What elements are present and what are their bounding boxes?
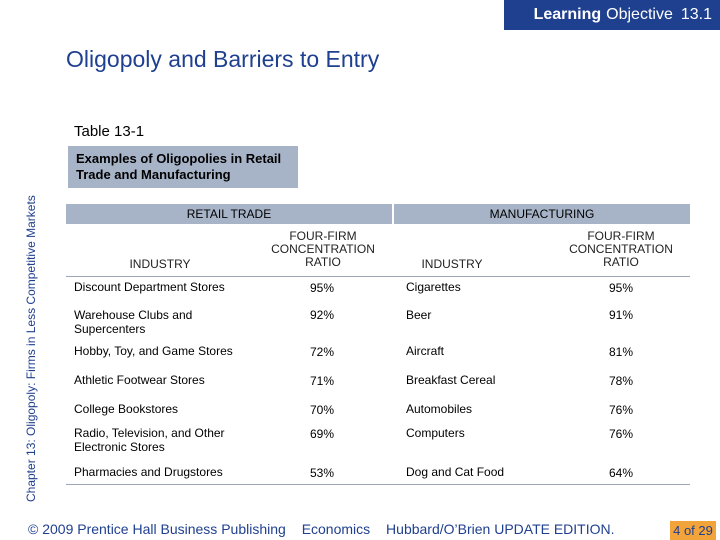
mfg-industry-cell: Dog and Cat Food <box>406 465 505 479</box>
mfg-ratio-cell: 76% <box>609 403 634 417</box>
retail-ratio-cell: 53% <box>310 466 335 480</box>
mfg-industry-cell: Cigarettes <box>406 280 461 294</box>
section-divider <box>392 204 394 224</box>
mfg-ratio-cell: 91% <box>609 308 634 322</box>
mfg-ratio-cell: 95% <box>609 281 634 295</box>
footer-authors: Hubbard/O’Brien UPDATE EDITION. <box>386 521 615 537</box>
footer-copyright: © 2009 Prentice Hall Business Publishing <box>28 521 286 537</box>
retail-industry-cell: Hobby, Toy, and Game Stores <box>74 344 233 358</box>
footer: © 2009 Prentice Hall Business Publishing… <box>28 521 627 537</box>
manufacturing-section-label: MANUFACTURING <box>489 207 595 221</box>
mfg-industry-cell: Computers <box>406 426 465 440</box>
table-label: Table 13-1 <box>74 123 145 140</box>
mfg-industry-cell: Aircraft <box>406 344 445 358</box>
retail-industry-cell: Discount Department Stores <box>74 280 225 294</box>
retail-ratio-cell: 69% <box>310 427 335 441</box>
retail-industry-cell: Athletic Footwear Stores <box>74 373 205 387</box>
learning-objective-badge: Learning Objective 13.1 <box>504 0 720 30</box>
retail-industry-cell: Radio, Television, and Other Electronic … <box>74 426 225 454</box>
badge-number: 13.1 <box>680 6 712 23</box>
mfg-ratio-cell: 76% <box>609 427 634 441</box>
mfg-industry-header: INDUSTRY <box>421 257 483 271</box>
page-number-badge: 4 of 29 <box>670 521 716 540</box>
table-section-header: RETAIL TRADE MANUFACTURING <box>66 204 690 224</box>
badge-bold-text: Learning <box>533 6 602 23</box>
mfg-industry-cell: Automobiles <box>406 402 473 416</box>
retail-industry-header: INDUSTRY <box>129 257 191 271</box>
mfg-industry-cell: Breakfast Cereal <box>406 373 496 387</box>
footer-book: Economics <box>301 521 371 537</box>
mfg-ratio-cell: 81% <box>609 345 634 359</box>
mfg-ratio-cell: 78% <box>609 374 634 388</box>
retail-industry-cell: Pharmacies and Drugstores <box>74 465 223 479</box>
retail-ratio-cell: 95% <box>310 281 335 295</box>
header-rule <box>66 276 690 277</box>
mfg-industry-cell: Beer <box>406 308 432 322</box>
retail-industry-cell: College Bookstores <box>74 402 179 416</box>
badge-text: Objective <box>606 6 673 23</box>
retail-ratio-header: FOUR-FIRM CONCENTRATION RATIO <box>271 229 375 269</box>
chapter-side-label: Chapter 13: Oligopoly: Firms in Less Com… <box>24 195 38 502</box>
retail-ratio-cell: 72% <box>310 345 335 359</box>
retail-industry-cell: Warehouse Clubs and Supercenters <box>74 308 193 336</box>
mfg-ratio-header: FOUR-FIRM CONCENTRATION RATIO <box>569 229 673 269</box>
retail-ratio-cell: 92% <box>310 308 335 322</box>
mfg-ratio-cell: 64% <box>609 466 634 480</box>
retail-ratio-cell: 70% <box>310 403 335 417</box>
slide-title: Oligopoly and Barriers to Entry <box>66 46 380 72</box>
table-caption: Examples of Oligopolies in Retail Trade … <box>68 146 298 188</box>
table-bottom-rule <box>66 484 690 485</box>
retail-ratio-cell: 71% <box>310 374 335 388</box>
retail-section-label: RETAIL TRADE <box>186 207 272 221</box>
